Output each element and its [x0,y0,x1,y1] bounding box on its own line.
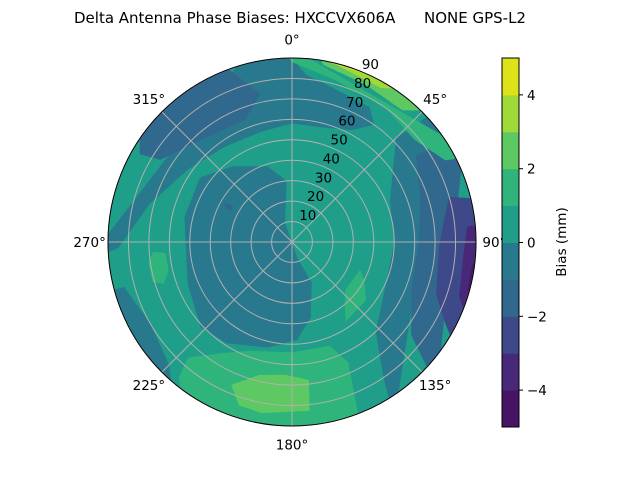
colorbar-tick-label: −2 [527,309,547,325]
theta-tick-label: 180° [276,437,309,453]
colorbar-band [502,279,519,317]
contour-region-level-1 [274,58,476,161]
r-tick-label: 70 [346,95,363,111]
r-tick-label: 60 [338,114,355,130]
colorbar-band [502,131,519,170]
theta-tick-label: 45° [423,92,447,108]
theta-tick-label: 315° [133,92,166,108]
colorbar-band [502,58,519,96]
colorbar-band [502,242,519,280]
colorbar-band [502,316,519,354]
r-tick-label: 20 [307,189,324,205]
r-tick-label: 40 [323,151,340,167]
theta-gridline [161,241,293,373]
r-tick-label: 50 [331,133,348,149]
colorbar-band [502,168,519,207]
polar-frame [107,57,477,427]
theta-gridline [291,241,423,373]
theta-gridline [291,111,423,243]
colorbar-band [502,94,519,133]
colorbar-tick-label: 2 [527,162,536,178]
r-tick-label: 90 [362,57,379,73]
theta-tick-label: 135° [419,378,452,394]
theta-tick-label: 225° [133,378,166,394]
colorbar-band [502,205,519,243]
colorbar: 4 2 0 −2 −4 [501,57,547,428]
theta-tick-label: 0° [284,33,299,49]
r-tick-label: 30 [315,170,332,186]
colorbar-tick-label: 4 [527,88,536,104]
colorbar-band [502,353,519,391]
contour-region-level--1 [108,58,375,260]
colorbar-band [502,390,519,428]
theta-tick-label: 270° [73,235,106,251]
colorbar-label: Bias (mm) [554,207,570,276]
polar-grid [107,57,477,427]
contour-region-level--2 [139,61,261,160]
theta-gridline [161,111,293,243]
theta-tick-label: 90° [482,235,506,251]
colorbar-tick-label: 0 [527,236,536,252]
chart-title: Delta Antenna Phase Biases: HXCCVX606A N… [74,9,526,27]
r-tick-label: 10 [299,208,316,224]
contour-region-level-1 [344,269,367,322]
contour-region-level--2 [224,203,234,211]
colorbar-tick-label: −4 [527,383,547,399]
axis-labels: 0° 45° 90° 135° 180° 225° 270° 315° 10 20 30 40 50 60… [73,33,506,454]
contour-region-level-2 [231,374,310,414]
r-tick-label: 80 [354,76,371,92]
